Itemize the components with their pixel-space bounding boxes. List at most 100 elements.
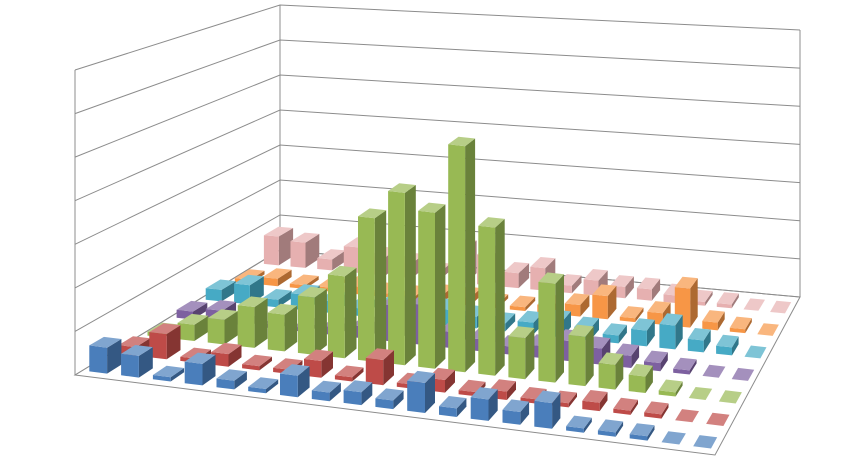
bar-top — [237, 296, 268, 307]
bar-front — [583, 279, 599, 296]
bar-side — [297, 366, 310, 398]
bar-side — [690, 278, 698, 328]
bar-front — [582, 400, 600, 412]
bar-side — [525, 328, 535, 380]
bar-side — [314, 288, 327, 355]
bar-top — [365, 348, 394, 360]
bar-side — [221, 281, 236, 302]
bar-front — [388, 191, 405, 366]
bar-side — [435, 204, 446, 369]
bar-front — [89, 345, 108, 374]
bar-top — [242, 354, 272, 367]
bar-side — [599, 392, 608, 412]
bar — [290, 232, 320, 268]
bar-top — [211, 342, 242, 355]
bar-top — [289, 274, 319, 286]
bar — [177, 313, 209, 341]
bar-side — [277, 269, 292, 287]
bar — [744, 345, 767, 359]
bar-front — [263, 235, 279, 266]
bar-top — [489, 379, 516, 392]
bar-top — [439, 396, 467, 409]
grid-line — [74, 39, 801, 115]
bar-side — [170, 368, 185, 382]
bar-top — [702, 310, 725, 323]
bar — [675, 409, 699, 423]
bar-front — [317, 258, 333, 271]
bar — [770, 300, 792, 314]
bar-side — [703, 329, 711, 353]
bar — [365, 348, 394, 386]
bar-top — [610, 275, 634, 287]
bar-top — [658, 379, 683, 393]
bar-side — [745, 318, 752, 334]
bar-top — [675, 409, 699, 423]
bar-side — [332, 250, 346, 271]
bar-top — [582, 390, 608, 403]
bar-top — [659, 313, 683, 326]
bar — [470, 387, 498, 421]
bar-front — [598, 362, 616, 390]
bar — [327, 265, 357, 359]
bar-side — [228, 344, 242, 367]
bar — [297, 286, 327, 355]
bar-side — [661, 403, 669, 419]
bar — [317, 249, 346, 271]
bar-top — [290, 284, 320, 295]
bar-top — [583, 269, 608, 281]
bar-side — [645, 365, 653, 393]
bar-top — [297, 286, 327, 298]
bar-top — [503, 262, 530, 274]
bar-front — [311, 390, 330, 402]
bar-top — [631, 318, 655, 331]
bar-front — [280, 373, 298, 398]
bar-front — [448, 144, 466, 373]
bar-front — [262, 277, 278, 287]
bar — [757, 323, 779, 336]
bar-side — [635, 307, 644, 323]
bar-front — [644, 412, 662, 419]
bar — [343, 380, 373, 406]
bar-side — [234, 371, 247, 390]
bar-front — [702, 321, 718, 331]
bar-top — [614, 343, 640, 356]
bar-top — [729, 316, 752, 330]
bar-top — [205, 279, 236, 290]
bar-front — [566, 426, 584, 433]
bar-side — [278, 290, 292, 308]
bar-front — [418, 210, 435, 369]
bar-top — [418, 202, 446, 213]
bar-top — [273, 358, 303, 370]
bar-side — [520, 401, 530, 425]
bar-top — [508, 326, 535, 338]
bar-side — [166, 325, 181, 360]
bar-front — [242, 364, 260, 371]
bar-front — [509, 305, 526, 311]
bar — [184, 352, 216, 386]
bar-side — [607, 285, 617, 320]
bar-front — [358, 216, 375, 362]
bar-side — [525, 297, 536, 311]
bar-front — [613, 408, 631, 415]
bar — [237, 296, 268, 348]
bar-top — [311, 380, 341, 393]
bar-side — [107, 339, 122, 374]
bar — [706, 412, 730, 426]
bar — [658, 379, 683, 397]
bar-top — [602, 323, 627, 336]
bar-side — [555, 274, 564, 383]
bar-side — [488, 389, 498, 421]
bar-front — [716, 303, 732, 309]
bar-top — [566, 415, 592, 429]
bar-top — [716, 334, 739, 348]
bar-top — [636, 277, 661, 290]
bar-side — [618, 324, 627, 344]
bar — [566, 415, 592, 433]
bar-front — [478, 225, 496, 376]
bar-front — [121, 353, 139, 378]
bar — [592, 284, 617, 320]
bar-side — [361, 382, 373, 406]
bar-front — [663, 294, 679, 304]
bar-top — [744, 345, 767, 359]
bar-side — [568, 392, 577, 408]
